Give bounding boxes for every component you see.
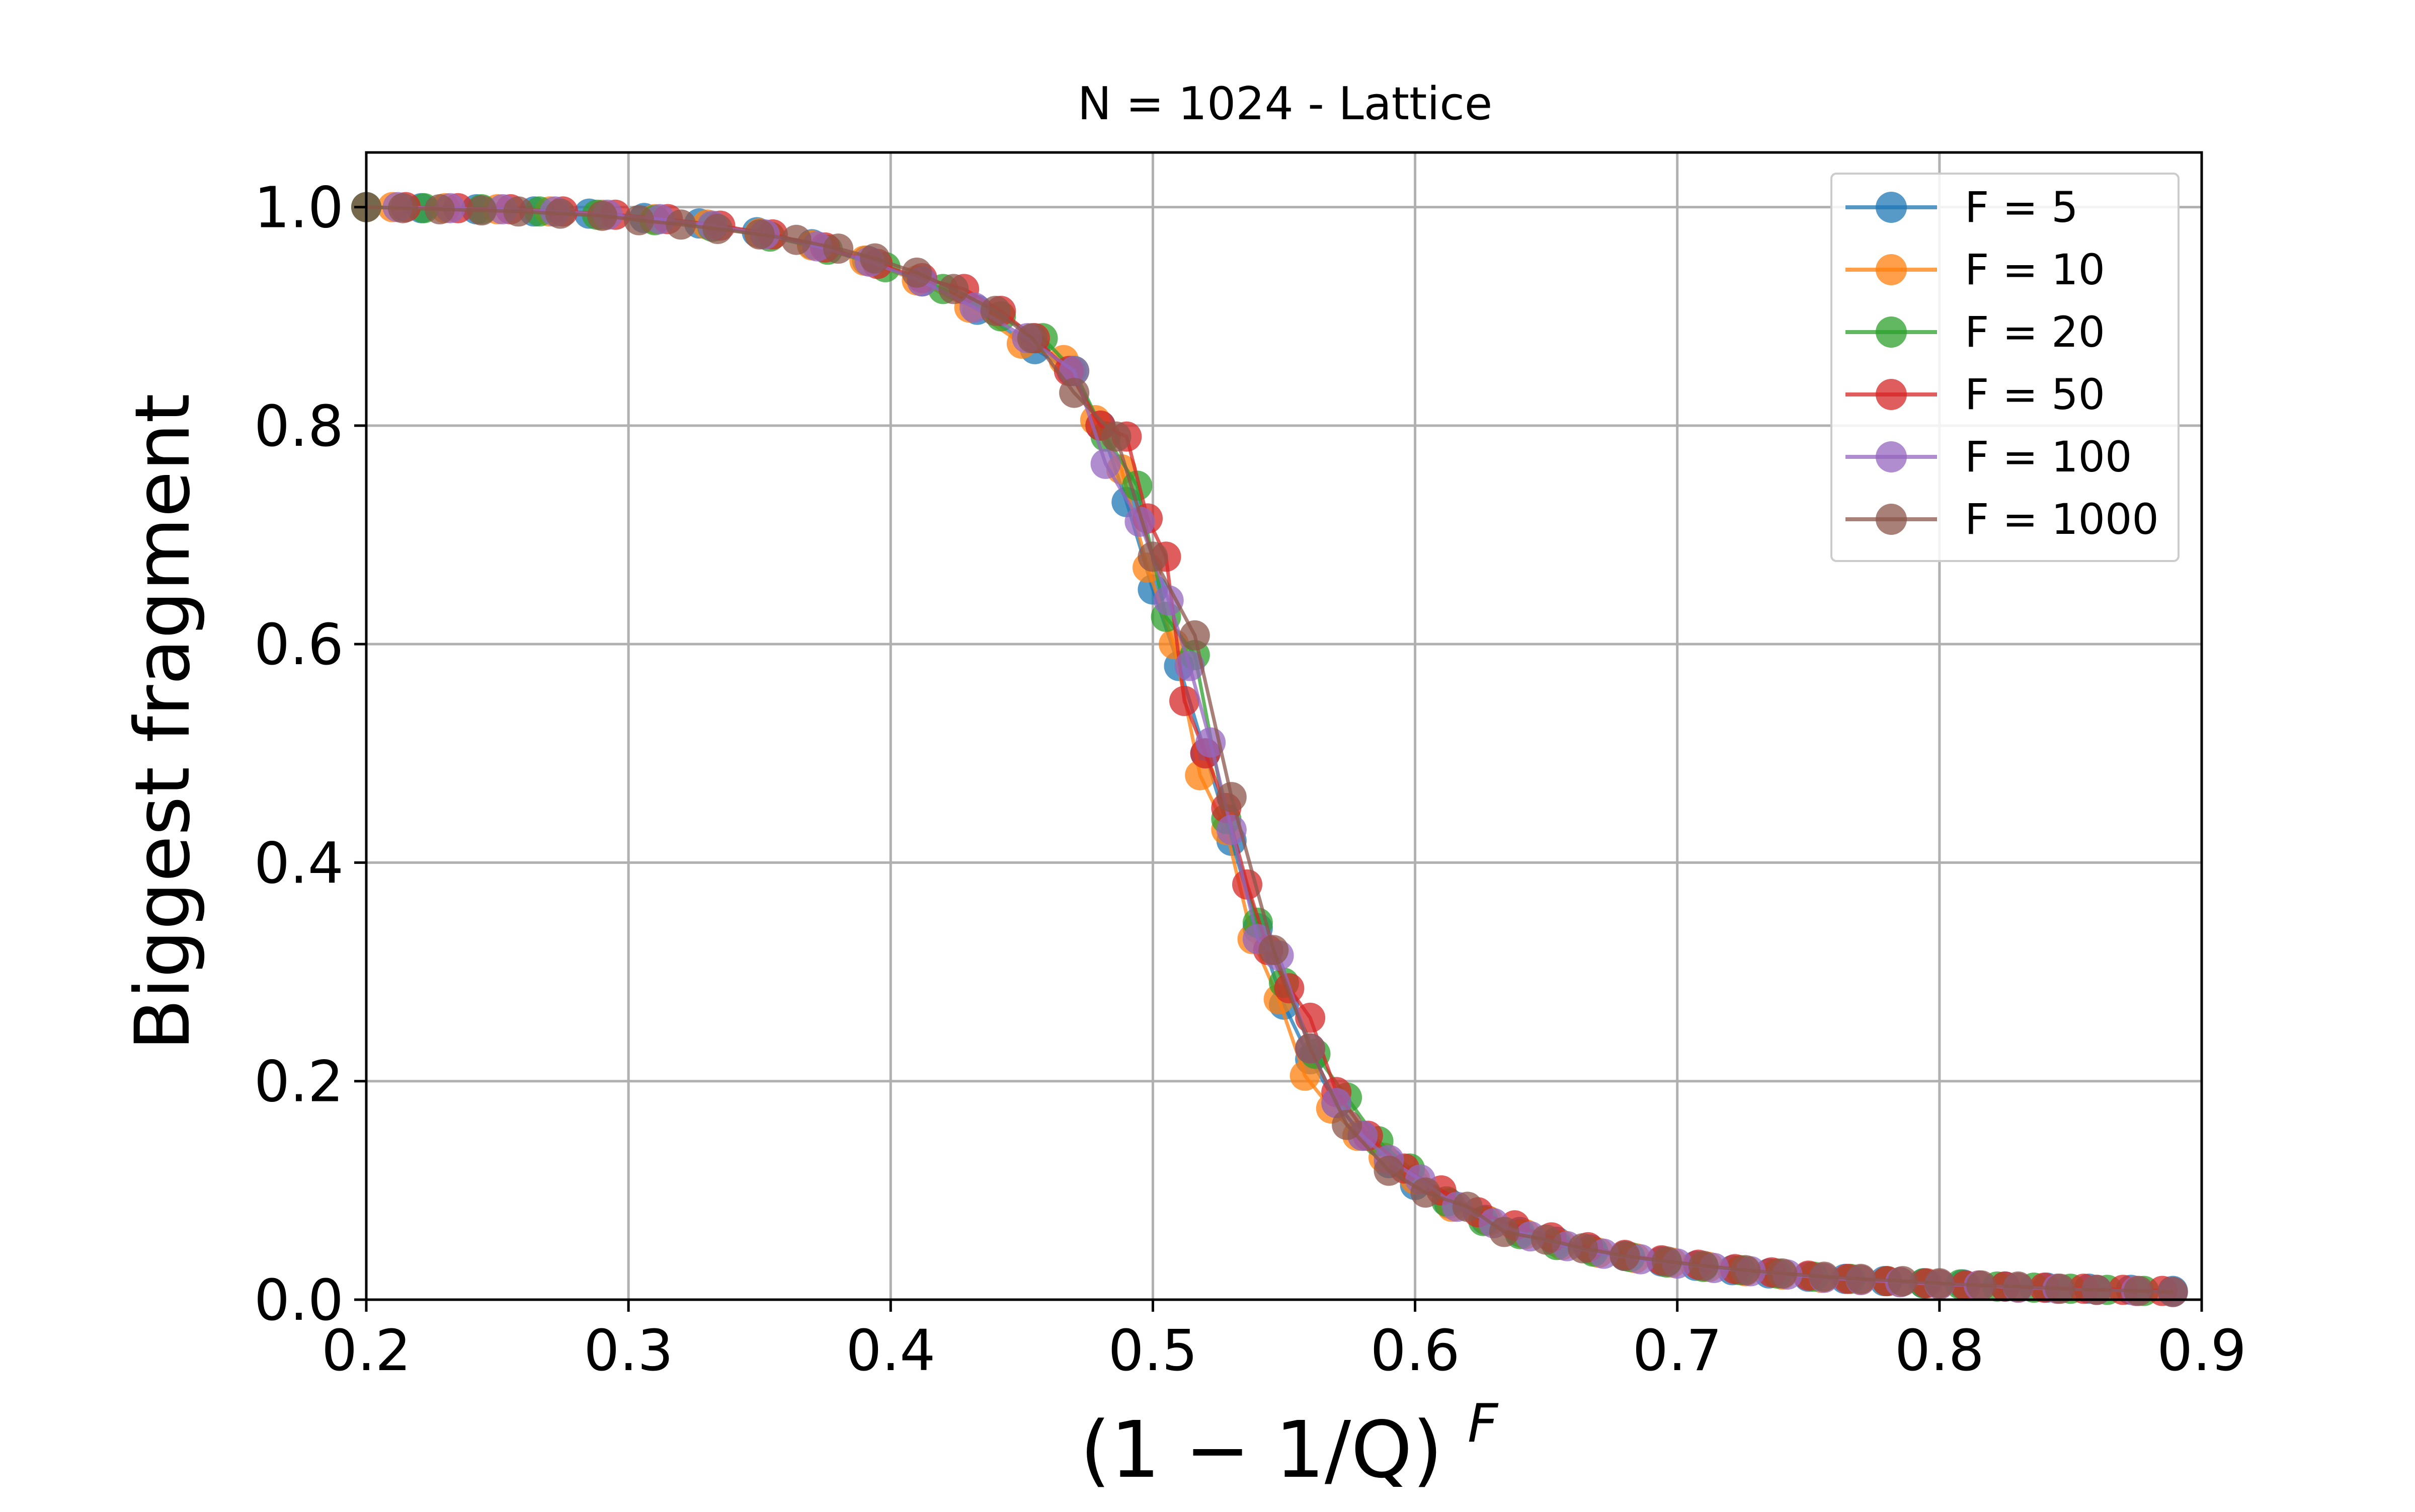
x-tick-label: 0.8: [1895, 1318, 1984, 1384]
y-tick-label: 0.8: [254, 394, 344, 459]
data-point: [860, 243, 890, 274]
legend-marker: [1876, 316, 1907, 348]
y-tick-label: 1.0: [254, 176, 344, 241]
data-point: [1090, 448, 1121, 479]
legend-marker: [1876, 379, 1907, 410]
data-point: [503, 196, 534, 227]
x-tick-label: 0.9: [2157, 1318, 2246, 1384]
data-point: [1295, 1033, 1326, 1064]
x-axis-label: (1 − 1/Q) F: [1080, 1393, 1499, 1495]
axis-ticks: 0.2 0.3 0.4 0.5 0.6 0.7 0.8 0.90.00.20.40.60.81…: [254, 176, 2246, 1384]
x-axis-label-main: (1 − 1/Q): [1080, 1404, 1443, 1495]
y-tick-label: 0.0: [254, 1268, 344, 1333]
data-point: [702, 214, 733, 244]
data-point: [388, 193, 418, 223]
data-point: [2157, 1277, 2188, 1307]
legend-label: F = 5: [1965, 183, 2078, 232]
data-point: [1410, 1177, 1441, 1208]
y-tick-label: 0.4: [254, 831, 344, 896]
data-point: [1730, 1255, 1761, 1286]
data-point: [1809, 1261, 1839, 1292]
data-point: [1059, 377, 1090, 408]
legend: F = 5 F = 10 F = 20 F = 50 F = 100 F = 1000: [1830, 173, 2180, 562]
data-point: [1138, 541, 1168, 572]
legend-label: F = 1000: [1965, 495, 2159, 544]
data-point: [2003, 1271, 2034, 1302]
data-point: [1258, 935, 1289, 966]
legend-marker: [1876, 504, 1907, 535]
legend-item: F = 10: [1845, 245, 2105, 294]
data-point: [2045, 1274, 2075, 1304]
x-tick-label: 0.7: [1633, 1318, 1722, 1384]
y-axis-label: Biggest fragment: [119, 393, 207, 1051]
legend-item: F = 100: [1845, 432, 2132, 482]
legend-label: F = 50: [1965, 370, 2105, 419]
data-point: [666, 209, 696, 240]
legend-marker: [1876, 192, 1907, 223]
x-tick-label: 0.2: [321, 1318, 411, 1384]
data-point: [902, 257, 932, 288]
data-point: [1887, 1266, 1918, 1297]
data-point: [1966, 1270, 1997, 1301]
x-tick-label: 0.4: [846, 1318, 935, 1384]
data-point: [1179, 620, 1210, 651]
data-point: [1568, 1233, 1598, 1263]
data-point: [1688, 1250, 1719, 1281]
series-6: [351, 192, 2188, 1307]
data-point: [424, 194, 455, 224]
data-point: [744, 219, 775, 250]
y-tick-label: 0.2: [254, 1050, 344, 1115]
data-point: [1452, 1191, 1483, 1222]
x-tick-label: 0.6: [1371, 1318, 1460, 1384]
data-point: [1124, 506, 1155, 537]
data-point: [781, 224, 812, 255]
x-tick-label: 0.3: [584, 1318, 673, 1384]
data-point: [1374, 1155, 1404, 1186]
x-axis-label-superscript: F: [1468, 1393, 1499, 1454]
legend-marker: [1876, 254, 1907, 285]
legend-item: F = 50: [1845, 370, 2105, 419]
data-point: [1489, 1217, 1519, 1247]
data-point: [980, 295, 1011, 326]
data-point: [587, 200, 617, 231]
legend-item: F = 1000: [1845, 495, 2159, 544]
x-tick-label: 0.5: [1108, 1318, 1197, 1384]
legend-item: F = 20: [1845, 307, 2105, 357]
plot-frame: [365, 151, 2203, 1301]
data-series: [351, 192, 2188, 1307]
data-point: [545, 198, 576, 229]
data-point: [1332, 1109, 1362, 1140]
data-point: [938, 274, 969, 304]
data-point: [1101, 421, 1132, 452]
data-point: [1059, 356, 1090, 386]
data-point: [1017, 323, 1048, 354]
data-point: [1169, 686, 1199, 717]
data-point: [466, 195, 497, 226]
y-tick-label: 0.6: [254, 612, 344, 678]
data-point: [1153, 585, 1184, 616]
data-point: [2081, 1275, 2112, 1305]
data-point: [1767, 1258, 1798, 1289]
data-point: [1531, 1224, 1562, 1255]
data-point: [823, 233, 854, 264]
data-point: [1651, 1246, 1682, 1277]
legend-label: F = 20: [1965, 307, 2105, 357]
legend-item: F = 5: [1845, 183, 2078, 232]
data-point: [1216, 782, 1247, 813]
data-point: [1174, 651, 1205, 681]
legend-marker: [1876, 441, 1907, 472]
data-point: [624, 205, 654, 235]
chart-title: N = 1024 - Lattice: [1078, 77, 1492, 130]
data-point: [2123, 1276, 2154, 1306]
data-point: [1609, 1241, 1640, 1271]
legend-label: F = 100: [1965, 432, 2132, 482]
data-point: [1845, 1263, 1876, 1294]
data-point: [1924, 1268, 1955, 1299]
legend-label: F = 10: [1965, 245, 2105, 294]
